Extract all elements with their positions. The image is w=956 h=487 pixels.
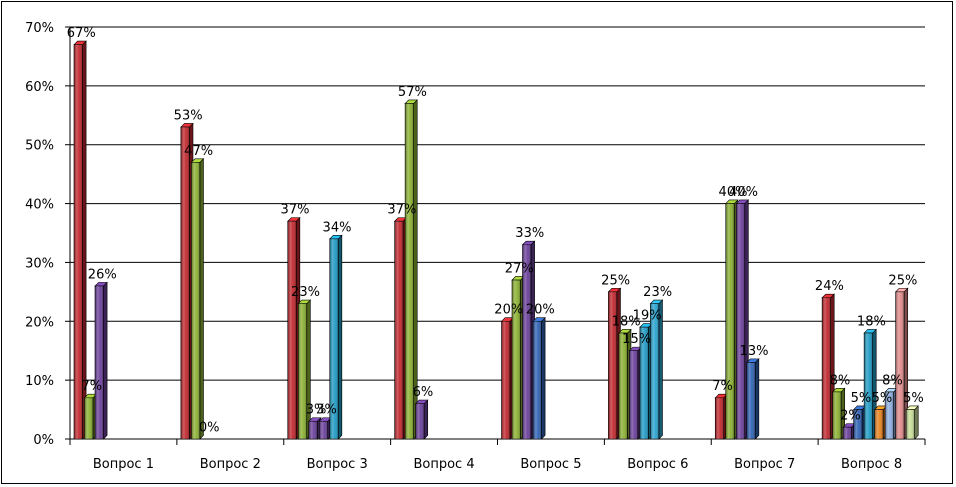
data-label: 33% [515, 226, 544, 241]
data-label: 18% [612, 314, 641, 329]
data-label: 7% [712, 379, 733, 394]
data-label: 40% [719, 185, 748, 200]
y-tick-label: 60% [25, 80, 54, 95]
x-tick-label: Вопрос 8 [841, 457, 902, 472]
x-tick-label: Вопрос 4 [413, 457, 474, 472]
bar [831, 387, 846, 440]
data-label: 20% [494, 303, 523, 318]
data-label: 26% [88, 267, 117, 282]
y-tick-label: 0% [33, 433, 54, 448]
bar [329, 234, 343, 440]
bar [894, 287, 909, 440]
bar [649, 299, 664, 440]
data-label: 8% [830, 373, 851, 388]
axes: 0% 10% 20% 30% 40% 50% 60% 70% Вопрос 1 Вопрос 2 В… [25, 21, 926, 472]
bar [532, 316, 546, 440]
y-tick-label: 10% [25, 374, 54, 389]
data-label: 15% [622, 332, 651, 347]
data-label: 5% [851, 391, 872, 406]
data-label: 7% [81, 379, 102, 394]
data-label: 27% [505, 261, 534, 276]
x-tick-label: Вопрос 2 [200, 457, 261, 472]
data-label: 23% [291, 285, 320, 300]
data-label: 2% [840, 409, 861, 424]
data-label: 37% [387, 203, 416, 218]
y-tick-label: 40% [25, 198, 54, 213]
x-tick-label: Вопрос 1 [93, 457, 154, 472]
x-tick-label: Вопрос 7 [734, 457, 795, 472]
data-label: 5% [903, 391, 924, 406]
data-label: 23% [643, 285, 672, 300]
data-label: 20% [526, 303, 555, 318]
data-label: 37% [281, 203, 310, 218]
y-tick-label: 50% [25, 139, 54, 154]
data-label: 24% [815, 279, 844, 294]
data-label: 25% [601, 273, 630, 288]
data-label: 67% [67, 26, 96, 41]
data-label: 5% [872, 391, 893, 406]
data-label: 3% [306, 403, 327, 418]
y-tick-label: 20% [25, 315, 54, 330]
data-label: 34% [323, 220, 352, 235]
data-label: 47% [184, 144, 213, 159]
data-label: 0% [199, 420, 220, 435]
bar [905, 405, 919, 440]
bar [297, 299, 312, 440]
data-label: 18% [857, 314, 886, 329]
bar [94, 281, 108, 440]
data-label: 3% [316, 403, 337, 418]
data-label: 19% [633, 309, 662, 324]
x-tick-label: Вопрос 5 [520, 457, 581, 472]
y-tick-label: 70% [25, 21, 54, 36]
bar [190, 158, 205, 440]
bar [746, 358, 760, 440]
data-label: 40% [729, 185, 758, 200]
data-label: 57% [398, 85, 427, 100]
data-label: 13% [740, 344, 769, 359]
data-label: 53% [174, 108, 203, 123]
data-label: 25% [888, 273, 917, 288]
x-tick-label: Вопрос 3 [307, 457, 368, 472]
data-label: 6% [413, 385, 434, 400]
bar [414, 399, 429, 440]
data-label: 8% [882, 373, 903, 388]
y-tick-label: 30% [25, 256, 54, 271]
data-labels: 67% 7% 26% 53% 47% 0% 37% 23% 3%3% 34% 37% 57% 6% 20%… [67, 26, 924, 435]
x-tick-label: Вопрос 6 [627, 457, 688, 472]
bars [73, 40, 919, 440]
